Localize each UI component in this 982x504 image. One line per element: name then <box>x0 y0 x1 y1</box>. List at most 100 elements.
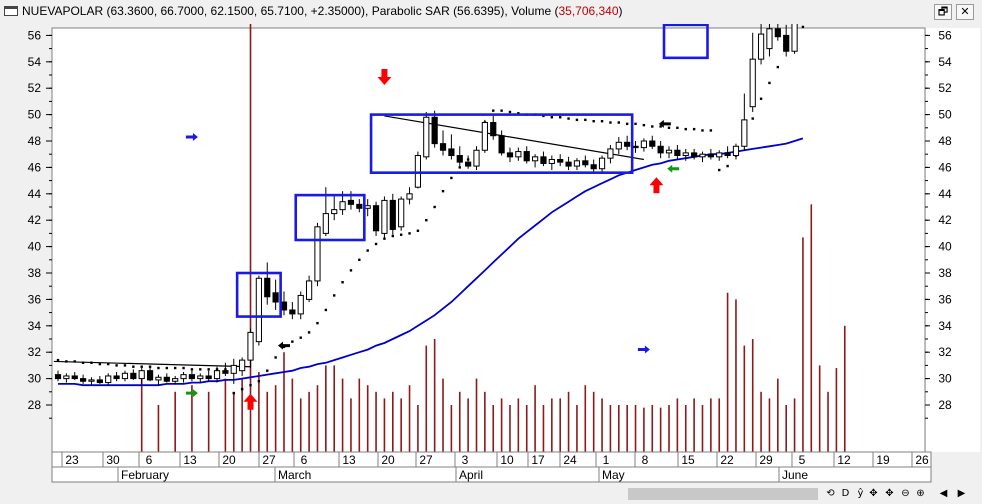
left-price-label: 28 <box>28 398 42 412</box>
candle-body <box>222 370 229 374</box>
sar-dot <box>140 365 143 368</box>
candle-body <box>448 148 455 157</box>
candle-body <box>473 149 480 167</box>
day-label: 6 <box>301 453 308 467</box>
left-price-label: 42 <box>28 213 42 227</box>
sar-dot <box>759 97 763 100</box>
right-price-label: 48 <box>938 134 952 148</box>
close-button[interactable]: ✕ <box>956 4 974 20</box>
candle-body <box>557 158 564 163</box>
plot-area <box>51 27 926 453</box>
cycle-icon[interactable]: ⟲ <box>826 488 835 499</box>
sar-dot <box>441 189 445 193</box>
right-price-label: 28 <box>938 398 952 412</box>
candle-body <box>498 135 505 154</box>
right-price-label: 32 <box>938 345 952 359</box>
candle-body <box>297 294 304 315</box>
candle-body <box>264 277 271 298</box>
day-label: 20 <box>222 453 236 467</box>
left-price-label: 56 <box>28 28 42 42</box>
scroll-left-icon[interactable]: ◀ <box>939 488 948 499</box>
sar-dot <box>207 368 210 371</box>
scroll-right-icon[interactable]: ▶ <box>957 488 966 499</box>
sar-dot <box>349 269 353 272</box>
sar-dot <box>399 233 403 236</box>
sar-dot <box>768 81 771 85</box>
signal-arrow-up <box>649 177 664 194</box>
title-text: NUEVAPOLAR (63.3600, 66.7000, 62.1500, 6… <box>22 4 559 18</box>
candle-body <box>732 145 740 157</box>
day-label: 13 <box>342 453 356 467</box>
month-label: May <box>602 468 625 482</box>
candle-body <box>774 28 781 38</box>
sar-dot <box>425 219 428 222</box>
candle-body <box>347 199 355 205</box>
window-titlebar: NUEVAPOLAR (63.3600, 66.7000, 62.1500, 6… <box>0 0 982 25</box>
candle-body <box>105 375 112 384</box>
candle-body <box>791 24 798 52</box>
restore-button[interactable]: 🗗 <box>934 4 952 20</box>
sar-dot <box>148 365 152 368</box>
moving-average-line <box>58 137 804 387</box>
candle-body <box>624 141 631 147</box>
left-price-label: 36 <box>28 292 42 306</box>
candle-body <box>146 370 154 381</box>
horizontal-scrollbar[interactable] <box>628 488 818 500</box>
sar-dot <box>199 368 202 371</box>
sar-dot <box>316 321 319 325</box>
zoom-y-icon[interactable]: ŷ <box>857 488 864 499</box>
sar-dot <box>324 308 328 312</box>
candle-body <box>456 155 463 163</box>
left-price-label: 30 <box>28 372 42 386</box>
candle-body <box>757 33 765 60</box>
month-label: February <box>121 468 169 482</box>
candle-body <box>565 161 572 167</box>
chart-window-icon <box>4 6 18 16</box>
sar-dot <box>107 362 110 366</box>
sar-dot <box>333 294 336 297</box>
candle-body <box>515 151 522 158</box>
zoom-d-icon[interactable]: D <box>841 488 850 499</box>
move-alt-icon[interactable]: ✥ <box>885 488 894 499</box>
candle-body <box>531 156 539 162</box>
day-label: 8 <box>642 453 649 467</box>
candle-body <box>138 370 145 380</box>
sar-dot <box>232 391 235 395</box>
month-label: March <box>278 468 311 482</box>
zoom-out-icon[interactable]: ⊖ <box>901 488 910 499</box>
sar-dot <box>56 358 60 362</box>
candle-body <box>306 280 313 300</box>
right-price-label: 34 <box>938 319 952 333</box>
left-price-label: 34 <box>28 319 42 333</box>
day-label: 30 <box>106 453 120 467</box>
sar-dot <box>173 366 177 370</box>
candle-body <box>582 160 589 166</box>
candle-body <box>783 34 790 52</box>
sar-dot <box>257 380 261 383</box>
move-icon[interactable]: ✥ <box>869 488 878 499</box>
sar-dot <box>609 121 612 124</box>
candle-body <box>716 152 723 158</box>
month-label: June <box>782 468 808 482</box>
highlight-box <box>369 113 634 174</box>
left-price-label: 52 <box>28 81 42 95</box>
right-price-label: 52 <box>938 81 952 95</box>
zoom-in-icon[interactable]: ⊕ <box>916 488 925 499</box>
sar-dot <box>676 126 679 129</box>
candle-body <box>63 375 70 380</box>
sar-dot <box>575 118 579 122</box>
day-label: 15 <box>681 453 695 467</box>
candle-body <box>71 375 78 380</box>
sar-dot <box>592 120 595 123</box>
candle-body <box>607 148 614 159</box>
sar-dot <box>542 114 545 118</box>
signal-arrow-right <box>637 345 650 354</box>
candle-body <box>481 122 488 151</box>
sar-dot <box>98 362 102 366</box>
candle-body <box>197 375 204 380</box>
right-price-label: 42 <box>938 213 952 227</box>
left-price-label: 44 <box>28 187 42 201</box>
candle-body <box>707 153 714 158</box>
